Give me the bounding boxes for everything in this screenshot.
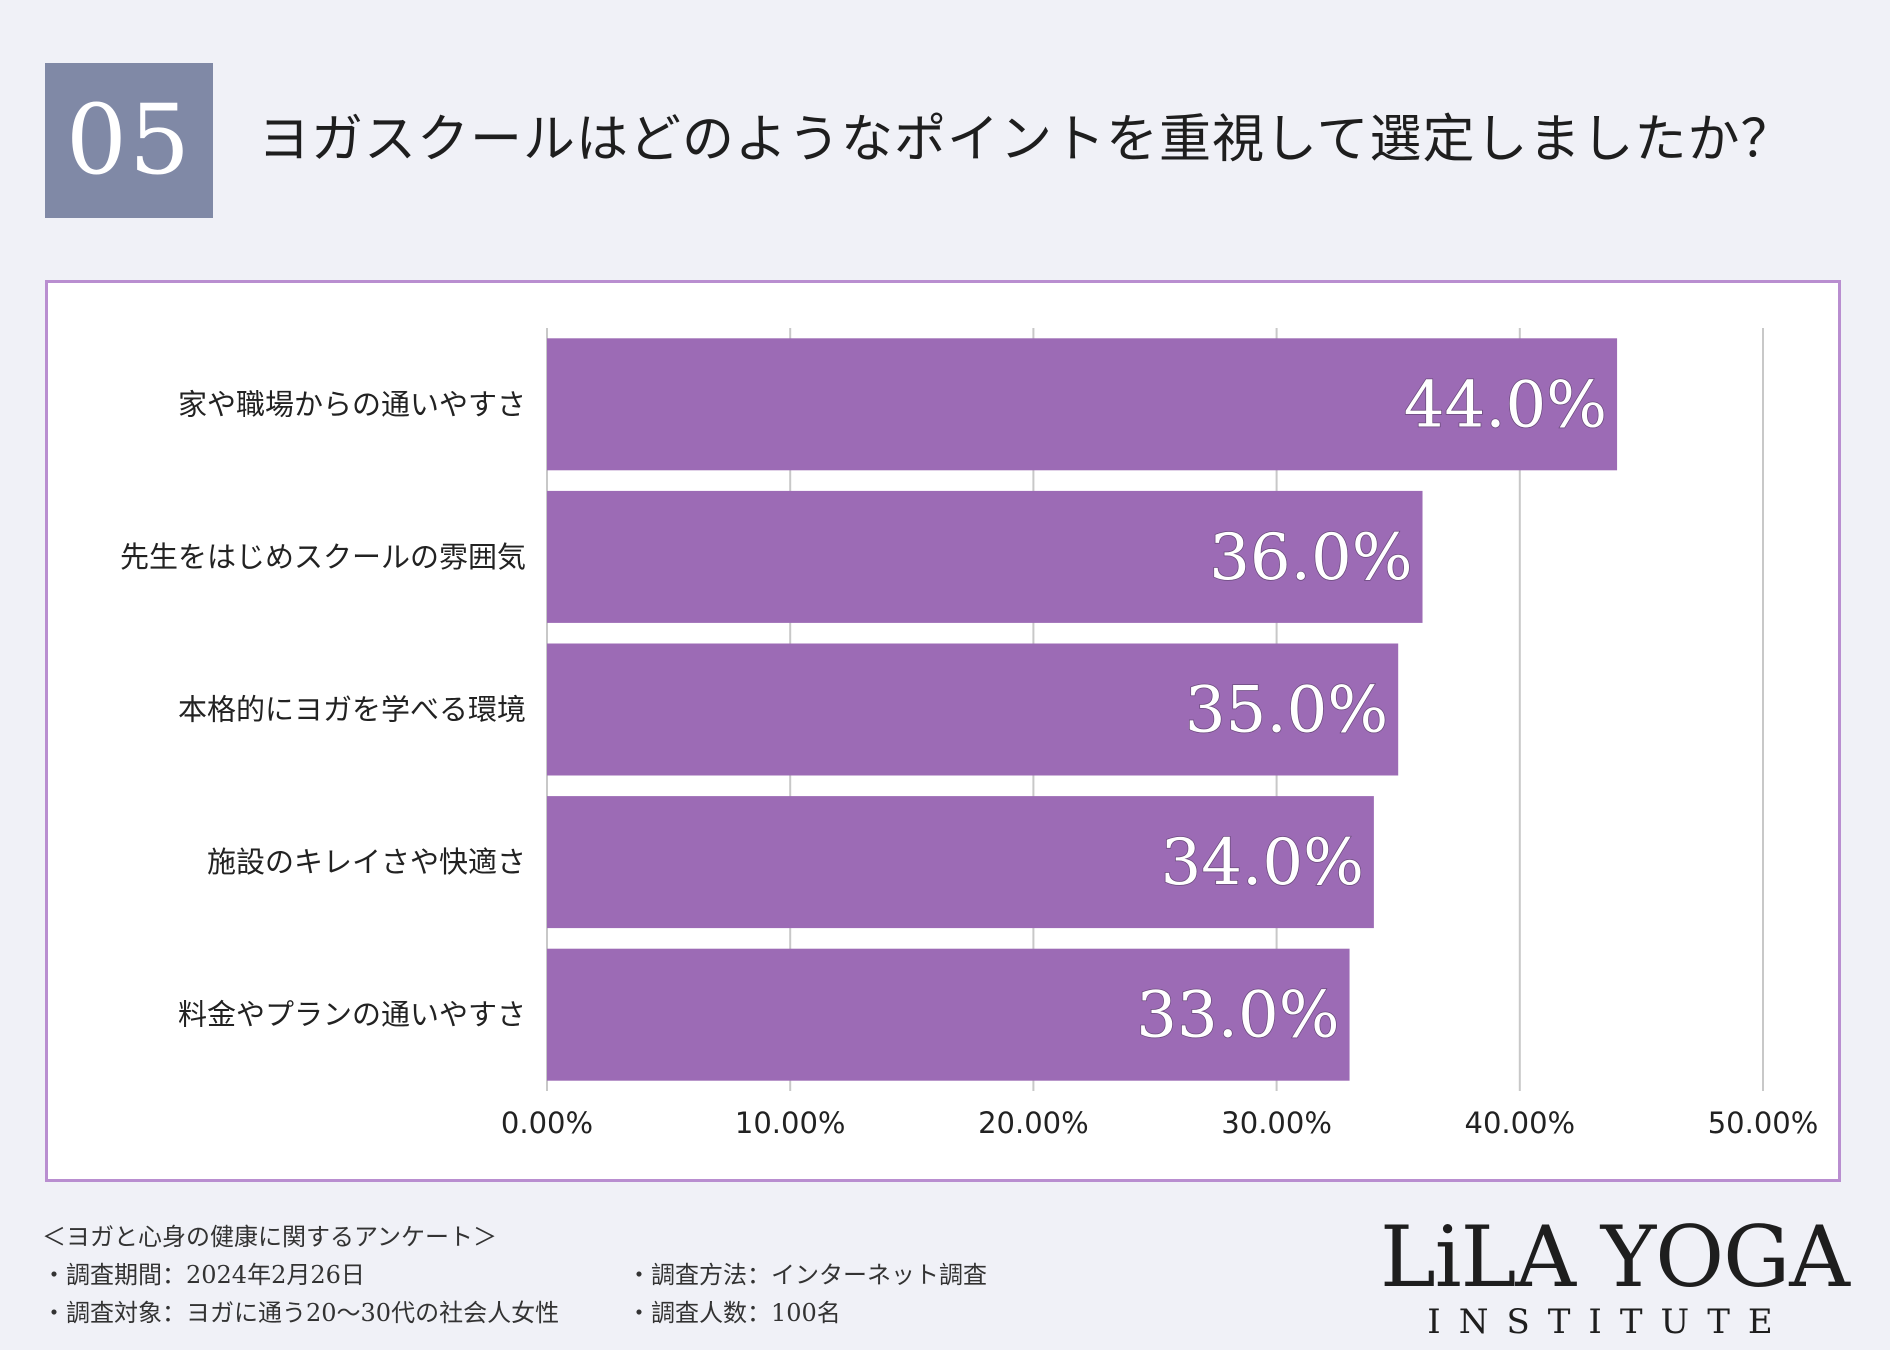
bar-value-label-4: 33.0% [1136,979,1339,1053]
bar-1 [547,490,1423,623]
bar-value-label-1: 36.0% [1209,521,1412,595]
category-label-1: 先生をはじめスクールの雰囲気 [120,540,526,574]
category-label-2: 本格的にヨガを学べる環境 [178,693,526,727]
bar-chart: 44.0% 家や職場からの通いやすさ 36.0% 先生をはじめスクールの雰囲気 35.0… [120,328,1819,1140]
survey-method: ・調査方法：インターネット調査 [627,1261,987,1289]
x-tick-label-4: 40.00% [1465,1106,1576,1140]
bar-2 [547,643,1399,776]
lila-yoga-logo: LiLA YOGA INSTITUTE [1380,1208,1850,1342]
bar-3 [547,796,1374,929]
logo-main-text: LiLA YOGA [1380,1208,1850,1306]
bar-4 [547,948,1350,1081]
x-tick-label-0: 0.00% [501,1106,593,1140]
logo-sub-text: INSTITUTE [1427,1302,1791,1342]
survey-target: ・調査対象：ヨガに通う20〜30代の社会人女性 [42,1299,560,1327]
question-number-badge: 05 [45,63,213,218]
chart-panel: 44.0% 家や職場からの通いやすさ 36.0% 先生をはじめスクールの雰囲気 35.0… [45,280,1841,1182]
x-tick-label-2: 20.00% [978,1106,1089,1140]
survey-name: ＜ヨガと心身の健康に関するアンケート＞ [42,1223,498,1251]
bar-0 [547,338,1618,471]
question-title: ヨガスクールはどのようなポイントを重視して選定しましたか？ [258,110,1794,170]
category-label-0: 家や職場からの通いやすさ [178,387,526,421]
bar-value-label-2: 35.0% [1185,674,1388,748]
x-tick-label-1: 10.00% [735,1106,846,1140]
x-tick-label-5: 50.00% [1708,1106,1819,1140]
survey-period: ・調査期間：2024年2月26日 [42,1261,365,1289]
bar-value-label-0: 44.0% [1404,368,1607,442]
x-tick-label-3: 30.00% [1221,1106,1332,1140]
survey-footer: ＜ヨガと心身の健康に関するアンケート＞ ・調査期間：2024年2月26日 ・調査… [42,1218,1142,1332]
category-label-3: 施設のキレイさや快適さ [207,845,526,879]
category-label-4: 料金やプランの通いやすさ [178,998,526,1032]
survey-count: ・調査人数：100名 [627,1299,841,1327]
bar-value-label-3: 34.0% [1161,826,1364,900]
